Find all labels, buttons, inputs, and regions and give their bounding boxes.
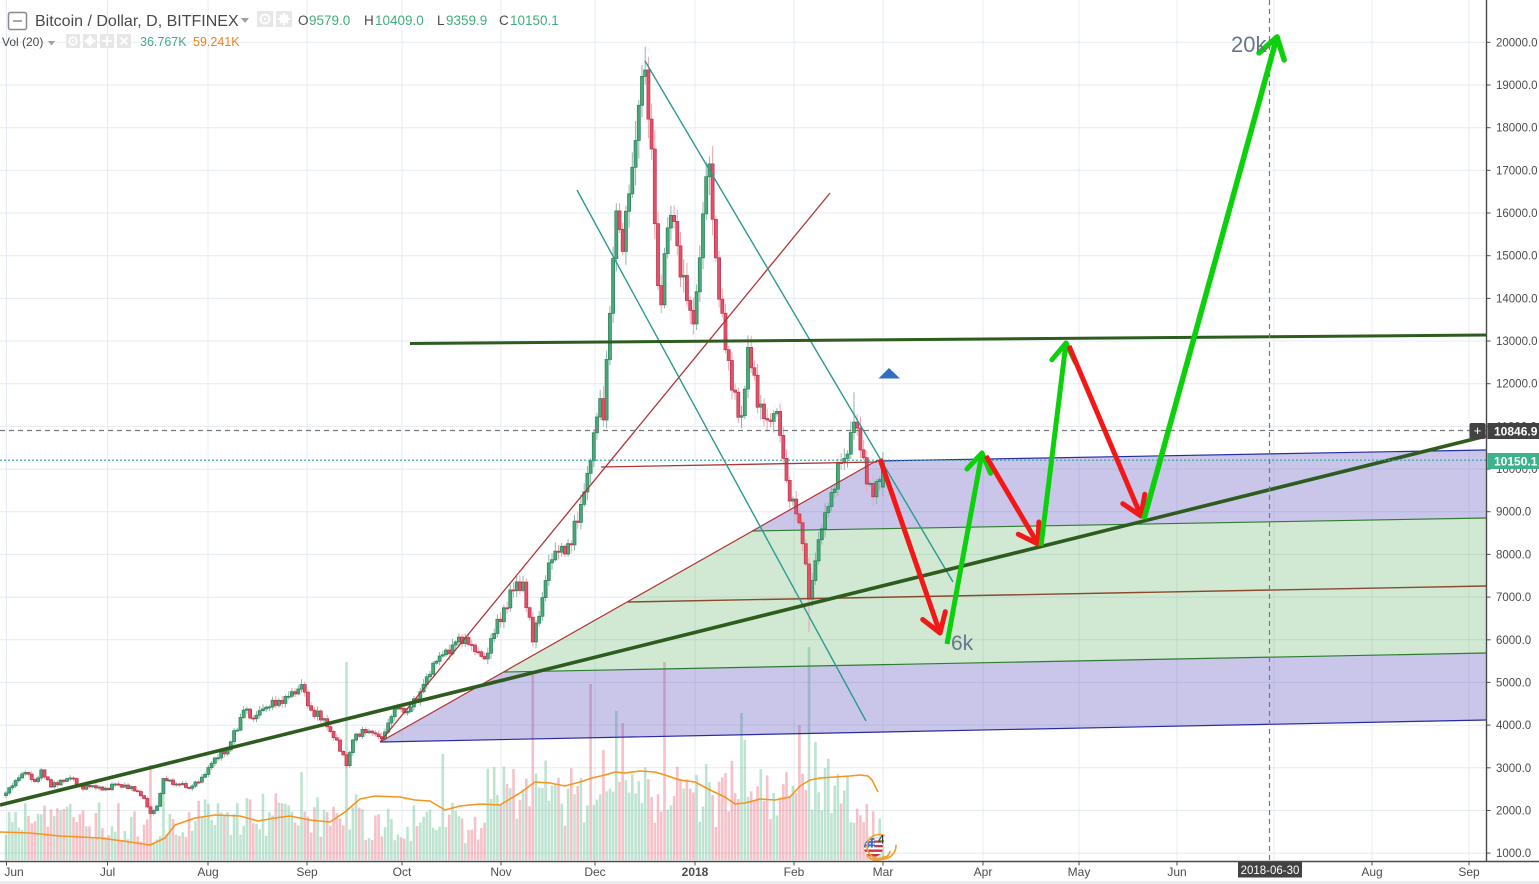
svg-text:19000.0: 19000.0 — [1496, 80, 1538, 92]
svg-text:36.767K: 36.767K — [140, 35, 187, 49]
svg-text:+: + — [1474, 423, 1482, 438]
svg-text:Jul: Jul — [100, 865, 115, 879]
svg-text:20000.0: 20000.0 — [1496, 37, 1538, 49]
svg-text:Sep: Sep — [1458, 865, 1480, 879]
svg-text:Dec: Dec — [584, 865, 605, 879]
svg-text:16000.0: 16000.0 — [1496, 208, 1538, 220]
svg-text:2018: 2018 — [682, 865, 709, 879]
svg-text:17000.0: 17000.0 — [1496, 165, 1538, 177]
svg-text:4: 4 — [878, 835, 885, 847]
svg-text:6k: 6k — [951, 632, 974, 655]
svg-text:O: O — [298, 13, 309, 28]
svg-text:20k: 20k — [1231, 32, 1267, 57]
svg-text:13000.0: 13000.0 — [1496, 336, 1538, 348]
svg-text:Sep: Sep — [296, 865, 318, 879]
svg-text:L: L — [437, 13, 445, 28]
svg-text:10846.9: 10846.9 — [1494, 425, 1538, 439]
svg-text:15000.0: 15000.0 — [1496, 251, 1538, 263]
svg-text:May: May — [1068, 865, 1091, 879]
svg-text:Jun: Jun — [4, 865, 23, 879]
svg-text:6000.0: 6000.0 — [1496, 635, 1531, 647]
svg-text:Feb: Feb — [784, 865, 805, 879]
svg-text:18000.0: 18000.0 — [1496, 123, 1538, 135]
svg-text:Oct: Oct — [393, 865, 412, 879]
svg-text:C: C — [499, 13, 509, 28]
svg-text:4000.0: 4000.0 — [1496, 720, 1531, 732]
svg-text:5000.0: 5000.0 — [1496, 677, 1531, 689]
svg-text:10150.1: 10150.1 — [510, 13, 559, 28]
svg-text:9000.0: 9000.0 — [1496, 507, 1531, 519]
svg-text:2000.0: 2000.0 — [1496, 806, 1531, 818]
svg-text:59.241K: 59.241K — [193, 35, 240, 49]
svg-text:Bitcoin / Dollar, D, BITFINEX: Bitcoin / Dollar, D, BITFINEX — [35, 13, 239, 30]
svg-text:Aug: Aug — [197, 865, 218, 879]
svg-text:3000.0: 3000.0 — [1496, 763, 1531, 775]
svg-text:H: H — [364, 13, 374, 28]
svg-text:Jun: Jun — [1167, 865, 1186, 879]
svg-text:10150.1: 10150.1 — [1494, 455, 1538, 469]
svg-text:12000.0: 12000.0 — [1496, 379, 1538, 391]
svg-text:2018-06-30: 2018-06-30 — [1241, 865, 1300, 877]
svg-text:9359.9: 9359.9 — [446, 13, 487, 28]
svg-text:9579.0: 9579.0 — [309, 13, 350, 28]
svg-text:8000.0: 8000.0 — [1496, 549, 1531, 561]
svg-text:7000.0: 7000.0 — [1496, 592, 1531, 604]
svg-text:14000.0: 14000.0 — [1496, 293, 1538, 305]
svg-text:Mar: Mar — [873, 865, 894, 879]
svg-text:Vol (20): Vol (20) — [2, 35, 43, 49]
svg-text:10409.0: 10409.0 — [375, 13, 424, 28]
svg-text:1000.0: 1000.0 — [1496, 848, 1531, 860]
svg-text:Nov: Nov — [490, 865, 511, 879]
svg-text:Apr: Apr — [974, 865, 993, 879]
svg-text:Aug: Aug — [1361, 865, 1382, 879]
